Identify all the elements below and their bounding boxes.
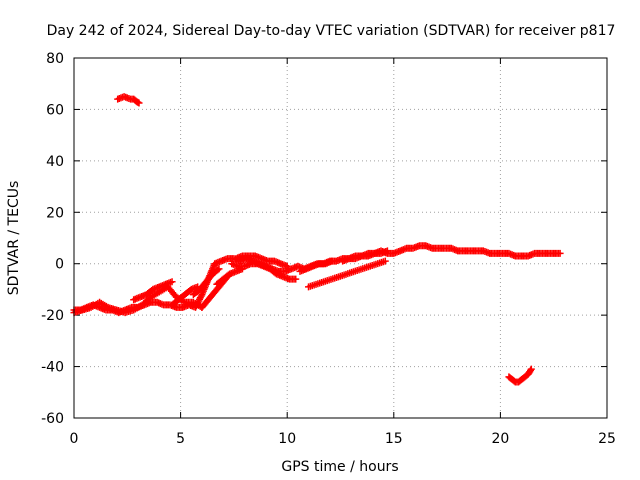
x-tick-label: 25 — [598, 431, 616, 447]
data-point — [527, 366, 535, 374]
y-tick-label: 80 — [46, 51, 64, 67]
axis-ticks — [73, 57, 608, 419]
y-tick-label: 0 — [55, 257, 64, 273]
data-point — [215, 265, 223, 273]
plot-frame — [73, 57, 608, 419]
y-tick-labels: -60 -40 -20 0 20 40 60 80 — [41, 51, 64, 427]
x-tick-label: 15 — [385, 431, 403, 447]
data-point — [214, 266, 222, 274]
y-tick-label: 40 — [46, 154, 64, 170]
data-point — [283, 262, 291, 270]
x-tick-labels: 0 5 10 15 20 25 — [70, 431, 616, 447]
series-branch-g — [296, 257, 336, 275]
data-point — [292, 275, 300, 283]
series-loop-upper — [232, 252, 291, 270]
x-tick-label: 20 — [491, 431, 509, 447]
y-tick-label: 20 — [46, 205, 64, 221]
x-axis-label: GPS time / hours — [281, 459, 398, 475]
series-upper-cluster — [114, 93, 143, 107]
data-point — [556, 249, 564, 257]
data-point — [381, 257, 389, 265]
series-branch-h — [339, 247, 391, 265]
series-isolated — [305, 257, 389, 291]
y-tick-label: -20 — [41, 308, 64, 324]
x-tick-label: 5 — [176, 431, 185, 447]
data-points — [70, 93, 564, 386]
data-point — [328, 257, 336, 265]
y-axis-label: SDTVAR / TECUs — [6, 181, 22, 296]
series-lower-cluster — [505, 365, 535, 386]
series-loop-lower — [228, 260, 300, 283]
series-branch-d — [189, 265, 223, 299]
y-tick-label: -40 — [41, 360, 64, 376]
x-tick-label: 0 — [70, 431, 79, 447]
x-tick-label: 10 — [278, 431, 296, 447]
data-point — [383, 247, 391, 255]
y-tick-label: -60 — [41, 411, 64, 427]
data-point — [135, 99, 143, 107]
grid — [74, 58, 607, 418]
data-point — [168, 278, 176, 286]
y-tick-label: 60 — [46, 102, 64, 118]
series-branch-b — [130, 278, 176, 304]
data-point — [527, 365, 535, 373]
chart-title: Day 242 of 2024, Sidereal Day-to-day VTE… — [47, 23, 616, 39]
